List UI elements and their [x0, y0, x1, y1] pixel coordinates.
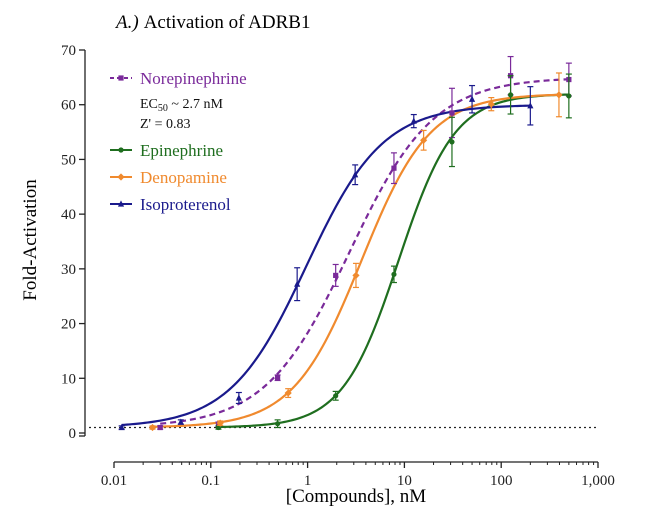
legend-marker-isoproterenol [117, 200, 125, 207]
data-point [157, 424, 163, 431]
data-point [148, 423, 157, 432]
legend-label-denopamine: Denopamine [140, 168, 227, 187]
y-tick-label: 50 [61, 152, 76, 168]
series-points-denopamine [148, 72, 563, 432]
series-points-norepinephrine [157, 55, 572, 431]
legend-label-isoproterenol: Isoproterenol [140, 195, 231, 214]
data-point [333, 272, 339, 279]
legend-item-isoproterenol: Isoproterenol [110, 195, 231, 214]
data-point [235, 394, 242, 401]
y-axis-label: Fold-Activation [20, 179, 41, 301]
data-point [118, 423, 125, 431]
x-tick-label: 0.01 [101, 473, 127, 489]
y-axis: 0 10 20 30 40 50 60 70 [61, 43, 86, 442]
y-tick-label: 60 [61, 98, 76, 114]
x-tick-label: 10 [397, 473, 412, 489]
ec50-subscript: 50 [158, 103, 168, 114]
legend-marker-denopamine [117, 173, 125, 181]
data-point [284, 389, 292, 397]
data-point [507, 92, 514, 98]
data-point [294, 280, 301, 287]
data-point [527, 102, 534, 109]
y-tick-label: 0 [69, 426, 77, 442]
x-tick-label: 0.1 [201, 473, 220, 489]
data-point [410, 117, 417, 124]
x-tick-label: 1,000 [581, 473, 615, 489]
legend-marker-epinephrine [118, 147, 124, 153]
data-point [555, 91, 563, 99]
y-tick-label: 20 [61, 317, 76, 333]
x-axis: 0.01 0.1 1 10 100 1,000 [101, 461, 615, 489]
legend-label-epinephrine: Epinephrine [140, 141, 223, 160]
chart-title: A.) Activation of ADRB1 [114, 12, 310, 33]
data-point [275, 375, 281, 381]
data-point [352, 171, 359, 178]
y-tick-label: 40 [61, 207, 76, 223]
data-point [449, 110, 455, 116]
data-point [468, 95, 476, 102]
title-text: Activation of ADRB1 [144, 12, 311, 33]
y-tick-label: 70 [61, 43, 76, 59]
legend-item-norepinephrine: Norepinephrine [110, 69, 247, 88]
x-tick-label: 1 [304, 473, 312, 489]
data-points [118, 55, 572, 432]
ec50-value: ~ 2.7 nM [168, 97, 224, 112]
data-point [487, 100, 495, 108]
legend: Norepinephrine EC50 ~ 2.7 nM Z' = 0.83 E… [110, 69, 247, 214]
x-tick-label: 100 [490, 473, 513, 489]
legend-item-epinephrine: Epinephrine [110, 141, 223, 160]
z-prime-annotation: Z' = 0.83 [140, 117, 190, 132]
series-points-isoproterenol [118, 84, 534, 431]
legend-item-denopamine: Denopamine [110, 168, 227, 187]
data-point [333, 393, 339, 399]
data-point [566, 93, 572, 99]
data-point [420, 136, 428, 144]
data-point [177, 418, 184, 425]
x-axis-label: [Compounds], nM [286, 486, 427, 507]
title-prefix: A.) [114, 12, 139, 33]
data-point [449, 139, 455, 145]
y-tick-label: 30 [61, 262, 76, 278]
fit-curve-isoproterenol [121, 104, 531, 427]
fit-curve-epinephrine [218, 93, 569, 429]
data-point [352, 271, 360, 280]
legend-marker-norepinephrine [118, 75, 124, 81]
y-tick-label: 10 [61, 371, 76, 387]
series-points-epinephrine [215, 73, 572, 431]
data-point [391, 165, 397, 171]
data-point [275, 421, 281, 427]
data-point [216, 419, 224, 427]
legend-label-norepinephrine: Norepinephrine [140, 69, 247, 88]
data-point [391, 271, 397, 277]
ec50-prefix: EC [140, 97, 158, 112]
ec50-annotation: EC50 ~ 2.7 nM [140, 97, 223, 114]
